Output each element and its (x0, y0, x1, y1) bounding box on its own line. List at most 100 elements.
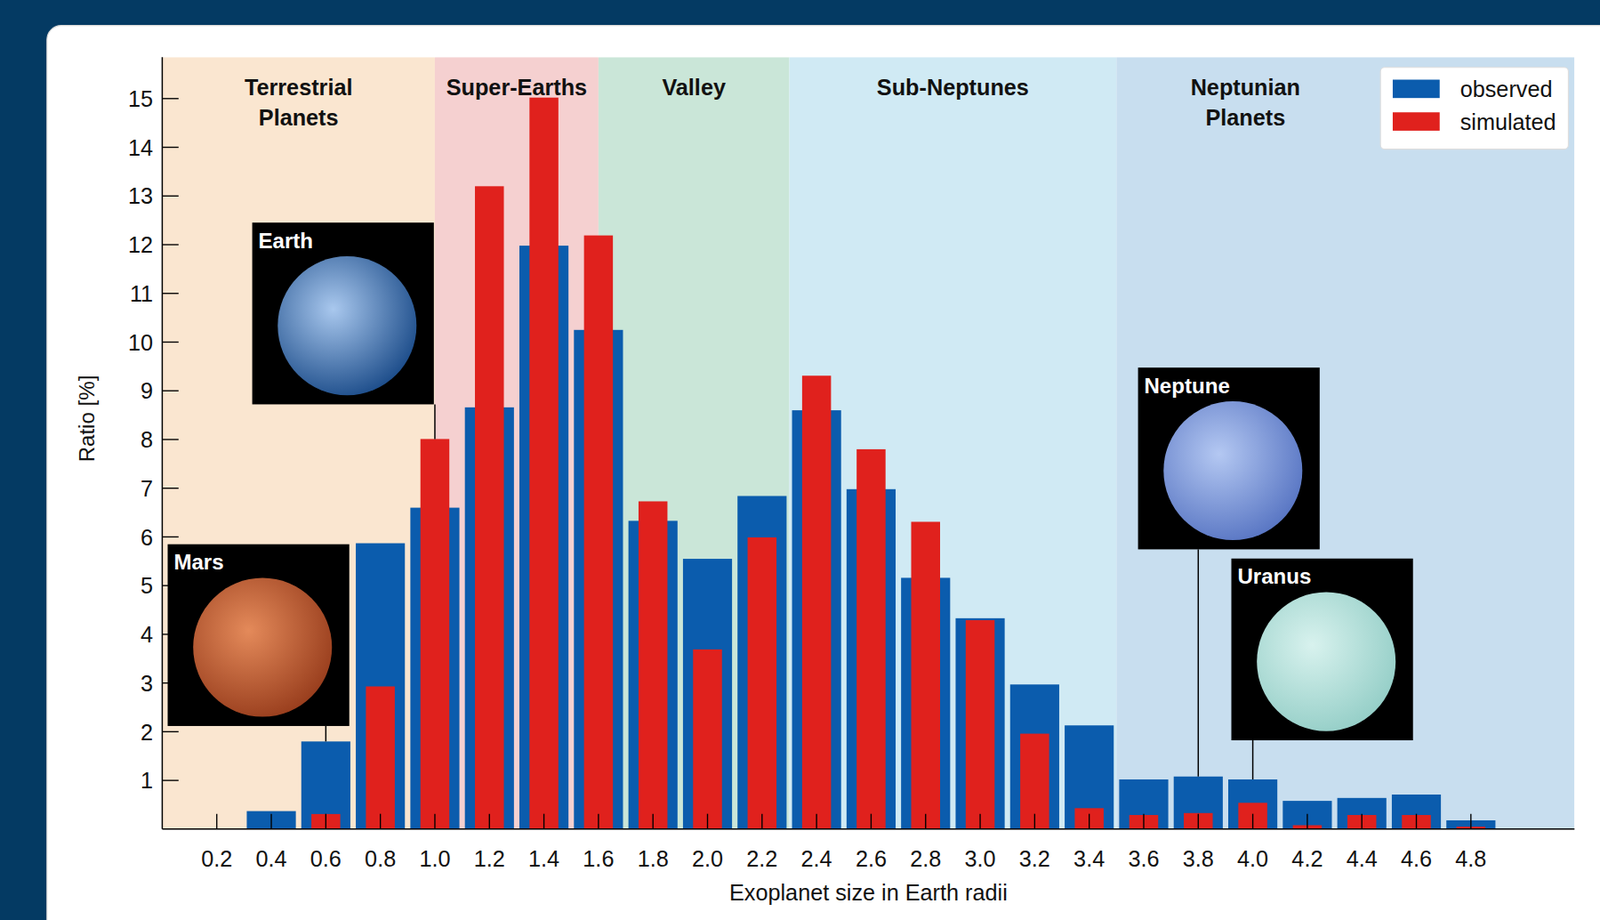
region-label-line: Planets (258, 104, 339, 130)
x-tick-label: 3.2 (1019, 845, 1051, 871)
bar (965, 619, 995, 829)
leader-line (1197, 548, 1199, 776)
x-tick-label: 0.2 (201, 845, 233, 871)
x-tick-label: 3.0 (964, 845, 997, 871)
x-tick-label: 2.6 (855, 845, 887, 871)
series-simulated (311, 97, 1486, 829)
x-tick-label: 0.6 (310, 845, 342, 871)
x-tick (597, 813, 599, 829)
chart-container: 0.20.40.60.81.01.21.41.61.82.02.22.42.62… (0, 0, 1600, 920)
y-tick-label: 6 (140, 524, 153, 550)
y-tick-label: 10 (128, 329, 153, 355)
legend-swatch (1392, 112, 1440, 131)
planet-box (1138, 367, 1320, 549)
bar (1074, 807, 1103, 829)
x-tick-label: 1.2 (474, 845, 506, 871)
bar (529, 97, 558, 829)
region-label: Valley (661, 74, 726, 100)
x-tick (1252, 813, 1254, 829)
series-observed (246, 245, 1496, 829)
y-tick (161, 146, 178, 148)
planet-box (168, 544, 350, 726)
region-label-line: Sub-Neptunes (876, 74, 1030, 100)
x-tick (1142, 813, 1144, 829)
x-tick-label: 1.4 (528, 845, 560, 871)
bar (1228, 779, 1278, 829)
bar (1183, 812, 1213, 829)
y-tick-label: 12 (128, 232, 153, 258)
bar (365, 685, 394, 829)
x-tick (1361, 813, 1363, 829)
legend-label: observed (1460, 76, 1553, 102)
x-tick-label: 0.4 (255, 845, 287, 871)
x-tick-label: 3.6 (1127, 845, 1159, 871)
x-tick (1197, 813, 1199, 829)
y-tick (161, 243, 178, 245)
x-tick (270, 813, 272, 829)
x-tick-label: 1.8 (637, 845, 669, 871)
bar (683, 558, 732, 829)
y-tick-label: 1 (140, 767, 153, 793)
x-tick-label: 2.4 (801, 845, 833, 871)
bar (246, 811, 296, 829)
planet-box (1231, 558, 1414, 740)
region-band (1116, 56, 1575, 829)
y-tick (161, 390, 178, 392)
x-tick (325, 813, 327, 829)
region-label-line: Planets (1205, 104, 1286, 130)
bar (692, 649, 722, 829)
x-tick (379, 813, 381, 829)
x-tick (1415, 813, 1417, 829)
bar (910, 521, 940, 829)
planet-label: Earth (257, 228, 314, 253)
y-tick-label: 9 (140, 377, 153, 403)
y-tick-label: 11 (129, 281, 153, 306)
legend-swatch (1392, 80, 1440, 99)
y-tick-label: 3 (140, 670, 153, 696)
region-label-line: Terrestrial (244, 74, 354, 100)
legend: observedsimulated (1380, 67, 1568, 150)
axes: 0.20.40.60.81.01.21.41.61.82.02.22.42.62… (128, 56, 1575, 871)
bar (301, 740, 351, 829)
planet (1163, 401, 1303, 540)
bar (747, 537, 777, 829)
chart: 0.20.40.60.81.01.21.41.61.82.02.22.42.62… (0, 0, 1600, 920)
leader-line (1252, 739, 1254, 780)
y-tick-label: 13 (128, 183, 153, 209)
x-tick (761, 813, 763, 829)
x-tick (1088, 813, 1090, 829)
x-tick (652, 813, 654, 829)
y-tick (161, 195, 178, 197)
x-tick-label: 2.8 (909, 845, 941, 871)
y-tick (161, 292, 178, 294)
y-tick-label: 14 (128, 135, 153, 161)
region-label: Super-Earths (446, 74, 587, 100)
y-axis-title: Ratio [%] (74, 375, 99, 463)
bars (246, 97, 1496, 829)
y-tick (161, 97, 178, 99)
bar (1010, 683, 1060, 829)
bar (1173, 776, 1223, 829)
bar (1238, 802, 1267, 829)
card (47, 25, 1600, 920)
region-label-line: Valley (661, 74, 726, 100)
region-label-line: Neptunian (1190, 74, 1301, 100)
y-tick (161, 487, 178, 489)
region-band (598, 56, 790, 829)
planet (1256, 592, 1396, 732)
bar (1337, 797, 1387, 829)
bar (638, 500, 668, 829)
planet (192, 578, 332, 717)
x-tick-label: 4.2 (1291, 845, 1323, 871)
region-band (161, 56, 435, 829)
bar (802, 375, 831, 829)
bar (474, 185, 504, 829)
x-tick-label: 4.0 (1237, 845, 1269, 871)
region-labels: Terrestrial Planets Super-Earths Valley Sub-… (244, 74, 1301, 130)
x-tick-label: 3.8 (1182, 845, 1215, 871)
planet-label: Neptune (1143, 373, 1230, 398)
x-tick-label: 4.8 (1455, 845, 1487, 871)
x-tick (707, 813, 708, 829)
y-axis-line (161, 56, 163, 829)
legend-box (1380, 67, 1568, 150)
